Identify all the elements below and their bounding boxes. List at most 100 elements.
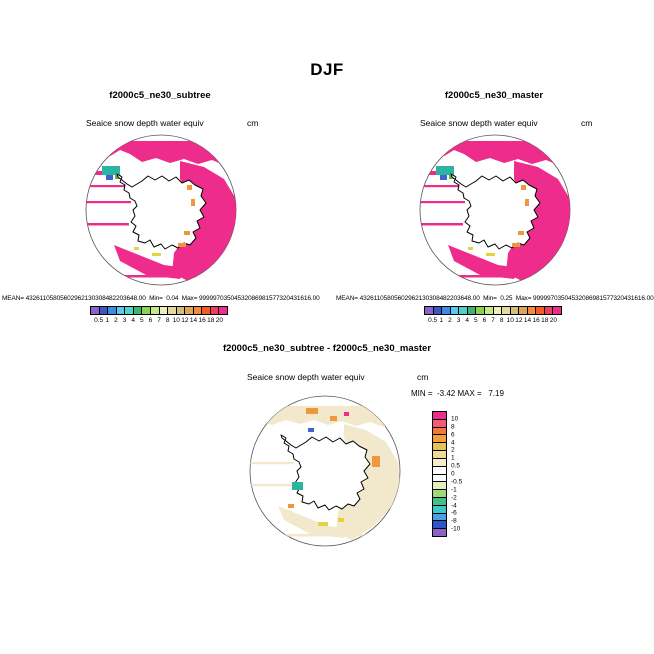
colorbar-cell (442, 307, 451, 314)
colorbar-tick-label: 4 (131, 317, 135, 324)
map-antarctic-master (419, 134, 571, 286)
season-title: DJF (310, 60, 344, 79)
colorbar-cell (433, 482, 446, 491)
colorbar-tick-label: 16 (532, 317, 540, 324)
colorbar-cell (519, 307, 528, 314)
colorbar-cell (510, 307, 520, 314)
colorbar-cell (450, 307, 460, 314)
colorbar-cell (433, 419, 446, 428)
colorbar-cell (108, 307, 117, 314)
colorbar-tick-label: 2 (114, 317, 118, 324)
diff-stripe (250, 484, 292, 487)
colorbar-tick-label: 14 (189, 317, 198, 324)
colorbar-cell (433, 474, 446, 483)
diff-stripe (264, 534, 384, 537)
colorbar-tick-label: 10 (506, 317, 514, 324)
diff-stripe (250, 462, 294, 465)
colorbar-tick-label: 12 (515, 317, 523, 324)
colorbar-cell (553, 307, 561, 314)
seaice-band-north (86, 141, 236, 165)
colorbar-cell (210, 307, 220, 314)
diff-band-north (254, 406, 396, 427)
seaice-stripe (86, 185, 126, 188)
map-antarctic-difference (249, 395, 401, 547)
colorbar-tick-label: 4 (465, 317, 469, 324)
colorbar-right (424, 306, 562, 315)
colorbar-cell (125, 307, 134, 314)
panel-title-subtree: f2000c5_ne30_subtree (109, 90, 211, 101)
colorbar-tick-label: 7 (157, 317, 161, 324)
colorbar-cell (116, 307, 126, 314)
colorbar-cell (159, 307, 169, 314)
seaice-stripe (86, 223, 129, 226)
colorbar-tick-label: 3 (456, 317, 461, 324)
colorbar-cell (536, 307, 545, 314)
map-antarctic-subtree (85, 134, 237, 286)
colorbar-cell (433, 497, 446, 506)
colorbar-tick-label: 8 (499, 317, 504, 324)
colorbar-cell (99, 307, 109, 314)
lowvalue-patch-blue (106, 175, 113, 180)
colorbar-cell (459, 307, 468, 314)
antarctica-coastline (450, 173, 541, 250)
colorbar-cell (527, 307, 537, 314)
antarctica-coastline (280, 434, 371, 511)
colorbar-cell (484, 307, 494, 314)
colorbar-right-labels: 0.5 1 2 3 4 5 6 7 8 10 12 14 16 18 20 (424, 317, 562, 326)
seaice-stripe (420, 185, 460, 188)
lowvalue-patch-blue (440, 175, 447, 180)
colorbar-tick-label: 0.5 (451, 462, 461, 470)
colorbar-tick-label: 20 (215, 317, 223, 324)
colorbar-tick-label: 0.5 (428, 317, 438, 324)
panel-title-master: f2000c5_ne30_master (444, 90, 544, 101)
colorbar-cell (150, 307, 160, 314)
stats-line-left: MEAN= 43261105805602962130308482203648.0… (2, 295, 320, 302)
colorbar-tick-label: -0.5 (451, 478, 463, 486)
colorbar-tick-label: -1 (451, 486, 457, 494)
colorbar-tick-label: 20 (549, 317, 557, 324)
colorbar-cell (433, 490, 446, 498)
colorbar-tick-label: 12 (181, 317, 189, 324)
colorbar-tick-label: 6 (482, 317, 487, 324)
panel-title-difference: f2000c5_ne30_subtree - f2000c5_ne30_mast… (222, 343, 432, 354)
colorbar-cell (476, 307, 485, 314)
seaice-stripe (102, 275, 220, 278)
colorbar-cell (502, 307, 511, 314)
colorbar-cell (433, 435, 446, 444)
colorbar-tick-label: 8 (451, 423, 455, 431)
colorbar-cell (202, 307, 211, 314)
colorbar-cell (219, 307, 227, 314)
colorbar-tick-label: 1 (439, 317, 444, 324)
colorbar-cell (433, 443, 446, 452)
colorbar-cell (433, 307, 443, 314)
colorbar-tick-label: 10 (172, 317, 180, 324)
colorbar-cell (433, 451, 446, 459)
colorbar-cell (133, 307, 143, 314)
colorbar-tick-label: 4 (451, 439, 455, 446)
variable-label-right: Seaice snow depth water equiv (420, 118, 538, 128)
diff-band-south (278, 506, 350, 538)
seaice-field (420, 141, 570, 281)
colorbar-cell (176, 307, 186, 314)
colorbar-cell (467, 307, 477, 314)
colorbar-tick-label: 2 (448, 317, 452, 324)
coastal-anomaly-specks (468, 185, 529, 256)
colorbar-left-labels: 0.5 1 2 3 4 5 6 7 8 10 12 14 16 18 20 (90, 317, 228, 326)
colorbar-difference-labels: 10 8 6 4 2 1 0.5 0 -0.5 -1 -2 -4 -6 -8 -10 (451, 411, 471, 537)
colorbar-cell (493, 307, 503, 314)
colorbar-tick-label: 16 (198, 317, 206, 324)
colorbar-tick-label: -2 (451, 494, 457, 502)
colorbar-difference (432, 411, 447, 537)
antarctica-coastline (116, 173, 207, 250)
colorbar-tick-label: -4 (451, 502, 457, 509)
units-label-diff: cm (417, 372, 429, 382)
stats-line-right: MEAN= 43261105805602962130308482203648.0… (336, 295, 654, 302)
colorbar-tick-label: 8 (165, 317, 170, 324)
colorbar-tick-label: 2 (451, 446, 455, 454)
colorbar-tick-label: 18 (541, 317, 549, 324)
colorbar-cell (433, 458, 446, 467)
colorbar-tick-label: 6 (451, 431, 455, 439)
colorbar-cell (433, 412, 446, 420)
colorbar-cell (433, 521, 446, 530)
